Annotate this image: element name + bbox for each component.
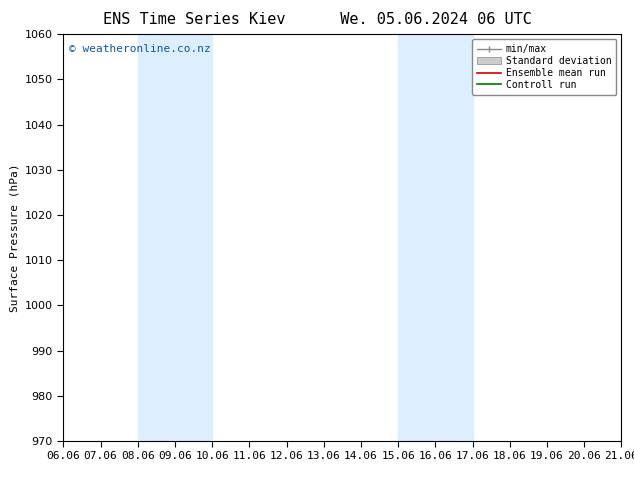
Text: ENS Time Series Kiev      We. 05.06.2024 06 UTC: ENS Time Series Kiev We. 05.06.2024 06 U… [103, 12, 531, 27]
Bar [398, 34, 472, 441]
Bar [138, 34, 212, 441]
Legend: min/max, Standard deviation, Ensemble mean run, Controll run: min/max, Standard deviation, Ensemble me… [472, 39, 616, 95]
Y-axis label: Surface Pressure (hPa): Surface Pressure (hPa) [10, 163, 19, 312]
Text: © weatheronline.co.nz: © weatheronline.co.nz [69, 45, 210, 54]
